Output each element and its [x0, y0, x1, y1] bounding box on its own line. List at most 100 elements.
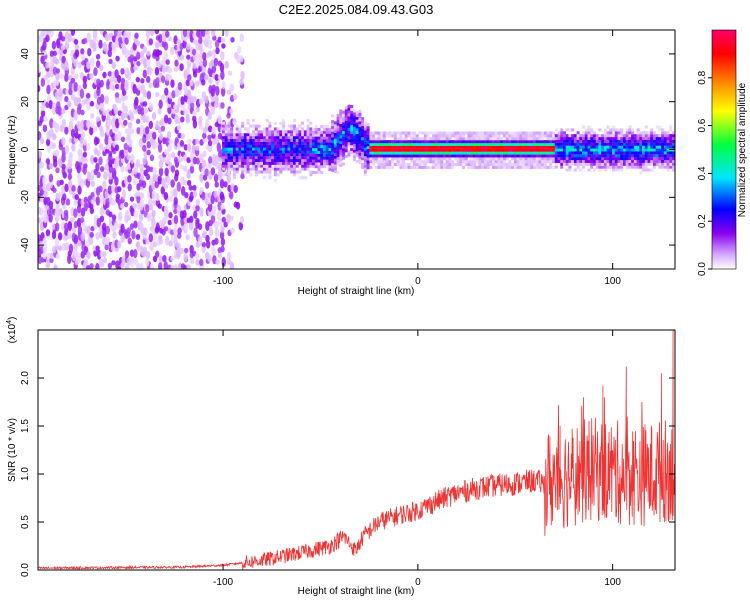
- spectrogram-cell: [180, 116, 185, 123]
- spectrogram-cell: [377, 154, 381, 158]
- spectrogram-cell: [440, 157, 444, 161]
- spectrogram-cell: [437, 137, 441, 141]
- spectrogram-cell: [276, 153, 280, 157]
- spectrogram-cell: [617, 157, 621, 161]
- spectrogram-cell: [647, 148, 651, 152]
- spectrogram-cell: [148, 198, 153, 208]
- spectrogram-cell: [530, 163, 534, 167]
- spectrogram-cell: [243, 158, 247, 162]
- spectrogram-cell: [358, 138, 362, 142]
- spectrogram-cell: [347, 153, 351, 157]
- spectrogram-cell: [571, 139, 575, 143]
- spectrogram-cell: [470, 145, 474, 149]
- spectrogram-cell: [451, 160, 455, 164]
- spectrogram-cell: [502, 154, 506, 158]
- spectrogram-cell: [442, 151, 446, 155]
- spectrogram-cell: [67, 253, 72, 265]
- spectrogram-cell: [163, 183, 169, 190]
- spectrogram-cell: [363, 173, 367, 177]
- spectrogram-cell: [513, 140, 517, 144]
- spectrogram-cell: [421, 160, 425, 164]
- spectrogram-cell: [301, 161, 305, 165]
- spectrogram-cell: [168, 74, 173, 81]
- spectrogram-cell: [497, 148, 501, 152]
- spectrogram-cell: [617, 159, 621, 163]
- spectrogram-cell: [249, 158, 253, 162]
- spectrogram-cell: [598, 162, 602, 166]
- spectrogram-cell: [195, 157, 201, 165]
- spectrogram-cell: [257, 133, 261, 137]
- spectrogram-cell: [573, 162, 577, 166]
- spectrogram-cell: [658, 165, 662, 169]
- spectrogram-cell: [252, 130, 256, 134]
- spectrogram-cell: [271, 141, 275, 145]
- spectrogram-cell: [628, 139, 632, 143]
- spectrogram-cell: [232, 156, 236, 160]
- spectrogram-cell: [320, 125, 324, 129]
- spectrogram-cell: [464, 160, 468, 164]
- spectrogram-cell: [522, 163, 526, 167]
- spectrogram-cell: [282, 164, 286, 168]
- snr-x-tick-label: -100: [213, 577, 233, 588]
- spectrogram-cell: [320, 170, 324, 174]
- spectrogram-cell: [478, 163, 482, 167]
- spectrogram-cell: [440, 151, 444, 155]
- spectrogram-cell: [279, 161, 283, 165]
- spectrogram-cell: [543, 148, 547, 152]
- spectrogram-cell: [620, 137, 624, 141]
- spectrogram-cell: [64, 242, 70, 251]
- spectrogram-cell: [257, 156, 261, 160]
- spectrogram-cell: [339, 118, 343, 122]
- spectrogram-cell: [628, 131, 632, 135]
- spectrogram-cell: [565, 142, 569, 146]
- spectrogram-cell: [254, 167, 258, 171]
- spectrogram-cell: [135, 118, 141, 124]
- spectrogram-cell: [522, 131, 526, 135]
- spectrogram-cell: [363, 144, 367, 148]
- spectrogram-cell: [233, 93, 238, 101]
- spectrogram-cell: [573, 157, 577, 161]
- spectrogram-cell: [571, 128, 575, 132]
- spectrogram-cell: [582, 134, 586, 138]
- spectrogram-cell: [658, 139, 662, 143]
- spectrogram-cell: [633, 139, 637, 143]
- spectrogram-cell: [483, 140, 487, 144]
- spectrogram-cell: [404, 134, 408, 138]
- spectrogram-cell: [573, 151, 577, 155]
- spectrogram-cell: [312, 139, 316, 143]
- spectrogram-cell: [481, 160, 485, 164]
- spectrogram-cell: [83, 157, 88, 164]
- spectrogram-cell: [222, 158, 226, 162]
- spectrogram-cell: [139, 198, 145, 207]
- spectrogram-cell: [303, 161, 307, 165]
- spectrogram-cell: [459, 154, 463, 158]
- spectrogram-cell: [369, 157, 373, 161]
- spectrogram-cell: [423, 165, 427, 169]
- spectrogram-cell: [298, 130, 302, 134]
- spectrogram-cell: [374, 151, 378, 155]
- spectrogram-cell: [98, 185, 103, 193]
- spectrogram-cell: [241, 150, 245, 154]
- spectrogram-cell: [60, 44, 66, 51]
- spectrogram-cell: [95, 116, 101, 122]
- spectrogram-cell: [207, 111, 212, 121]
- spectrogram-cell: [481, 142, 485, 146]
- spectrogram-cell: [467, 145, 471, 149]
- spectrogram-cell: [369, 154, 373, 158]
- spectrogram-cell: [352, 143, 356, 147]
- spectrogram-cell: [260, 156, 264, 160]
- spectrogram-cell: [336, 148, 340, 152]
- spectrogram-cell: [222, 167, 226, 171]
- spectrogram-cell: [339, 143, 343, 147]
- spectrogram-cell: [647, 151, 651, 155]
- spectrogram-cell: [587, 142, 591, 146]
- spectrogram-cell: [243, 167, 247, 171]
- spectrogram-cell: [273, 147, 277, 151]
- spectrogram-cell: [227, 141, 231, 145]
- spectrogram-cell: [342, 153, 346, 157]
- spectrogram-cell: [374, 157, 378, 161]
- spectrogram-cell: [331, 165, 335, 169]
- spectrogram-cell: [271, 136, 275, 140]
- spectrogram-cell: [344, 123, 348, 127]
- spectrogram-cell: [557, 134, 561, 138]
